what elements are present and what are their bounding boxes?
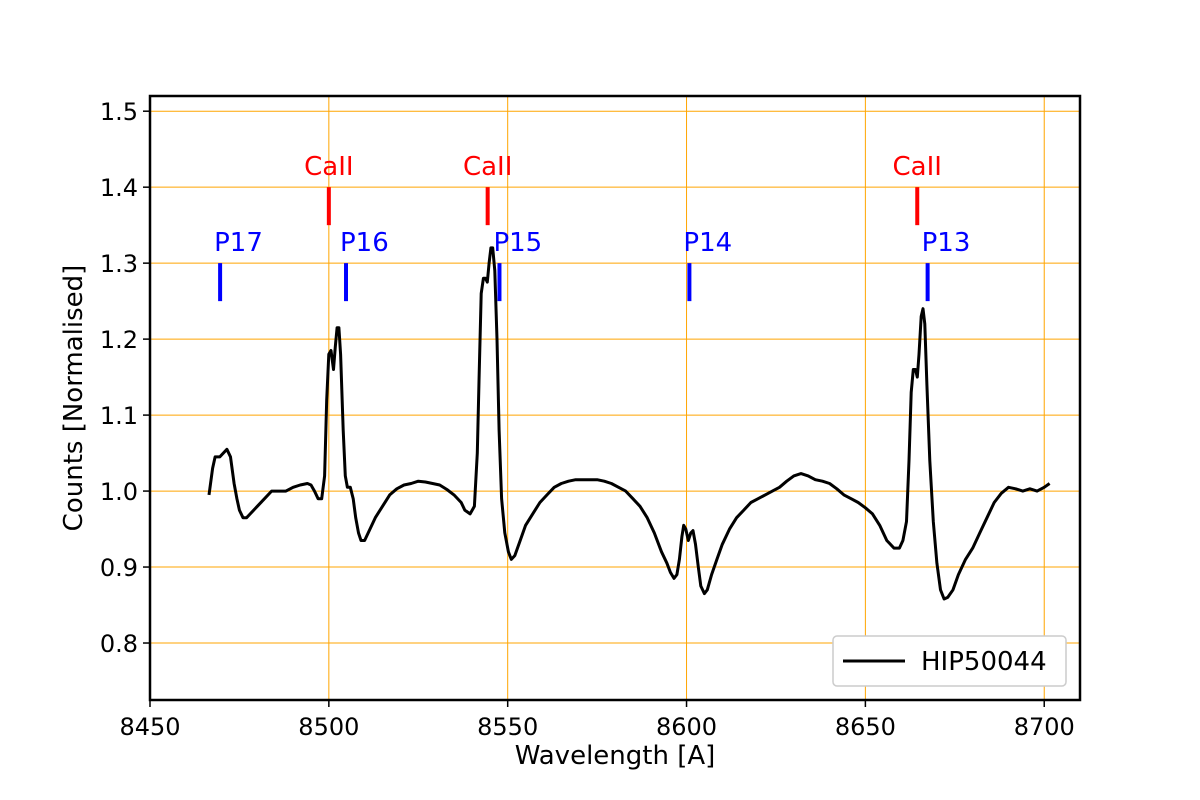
grid-lines [149,96,1080,700]
legend: HIP50044 [832,635,1067,687]
caii-label: CaII [304,152,353,182]
series-line-0 [207,246,1051,601]
x-tick-label: 8700 [1014,713,1075,741]
x-axis-label: Wavelength [A] [515,741,716,771]
y-tick-label: 1.5 [100,98,138,126]
plot-frame [148,94,1082,702]
x-tick-label: 8500 [298,713,359,741]
y-tick-label: 1.3 [100,250,138,278]
y-tick-label: 1.1 [100,402,138,430]
y-tick-label: 0.9 [100,554,138,582]
legend-label: HIP50044 [921,647,1047,677]
paschen-label: P16 [340,228,389,258]
y-tick-label: 1.4 [100,174,138,202]
y-axis-label: Counts [Normalised] [59,265,89,532]
y-tick-label: 1.0 [100,478,138,506]
paschen-label: P13 [922,228,971,258]
caii-label: CaII [463,152,512,182]
legend-box [832,635,1067,687]
paschen-label: P17 [214,228,263,258]
x-tick-label: 8600 [656,713,717,741]
x-tick-label: 8650 [835,713,896,741]
paschen-label: P14 [683,228,732,258]
paschen-label: P15 [493,228,542,258]
caii-label: CaII [893,152,942,182]
line-markers: CaII CaII CaII P17 P16 P15 P14 P13 [214,152,971,302]
y-tick-label: 1.2 [100,326,138,354]
axis-ticks: 8450 8500 8550 8600 8650 8700 0.8 0.9 1.0 1.1 1.2 1… [100,98,1075,741]
series-layer [207,246,1051,601]
x-tick-label: 8450 [119,713,180,741]
x-tick-label: 8550 [477,713,538,741]
y-tick-label: 0.8 [100,630,138,658]
